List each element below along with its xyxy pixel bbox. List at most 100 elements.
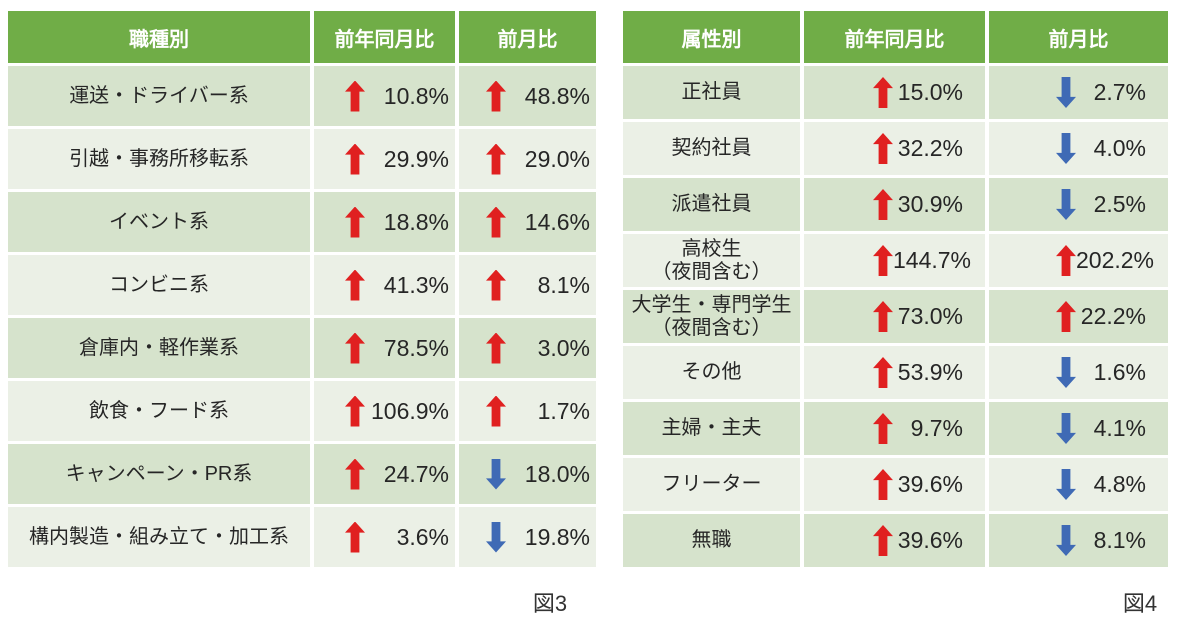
mom-cell: 202.2% — [989, 234, 1168, 287]
down-arrow-icon — [1056, 525, 1076, 556]
job-category-table: 職種別 前年同月比 前月比 運送・ドライバー系 10.8% 48.8% 引越・事… — [4, 8, 600, 570]
yoy-value: 9.7% — [910, 415, 963, 441]
mom-cell: 19.8% — [459, 507, 596, 567]
yoy-cell: 39.6% — [804, 514, 985, 567]
yoy-cell: 3.6% — [314, 507, 455, 567]
yoy-cell: 39.6% — [804, 458, 985, 511]
yoy-value: 29.9% — [383, 145, 449, 172]
up-arrow-icon — [345, 206, 365, 238]
up-arrow-icon — [345, 395, 365, 427]
mom-cell: 8.1% — [989, 514, 1168, 567]
job-category-header: 職種別 — [8, 11, 310, 63]
table-row: 派遣社員 30.9% 2.5% — [623, 178, 1168, 231]
yoy-value: 73.0% — [897, 303, 963, 329]
mom-value: 2.5% — [1093, 191, 1146, 217]
up-arrow-icon — [873, 301, 893, 332]
row-label: フリーター — [623, 458, 800, 511]
table-row: 正社員 15.0% 2.7% — [623, 66, 1168, 119]
yoy-value: 3.6% — [396, 523, 449, 550]
down-arrow-icon — [1056, 357, 1076, 388]
mom-value: 4.0% — [1093, 135, 1146, 161]
table-row: その他 53.9% 1.6% — [623, 346, 1168, 399]
yoy-header: 前年同月比 — [314, 11, 455, 63]
up-arrow-icon — [345, 458, 365, 490]
table-row: 主婦・主夫 9.7% 4.1% — [623, 402, 1168, 455]
yoy-value: 30.9% — [897, 191, 963, 217]
row-label: その他 — [623, 346, 800, 399]
row-label: 大学生・専門学生 （夜間含む） — [623, 290, 800, 343]
yoy-value: 24.7% — [383, 460, 449, 487]
table-row: フリーター 39.6% 4.8% — [623, 458, 1168, 511]
down-arrow-icon — [1056, 133, 1076, 164]
up-arrow-icon — [873, 469, 893, 500]
yoy-value: 39.6% — [897, 527, 963, 553]
row-label: 契約社員 — [623, 122, 800, 175]
yoy-cell: 144.7% — [804, 234, 985, 287]
mom-header: 前月比 — [989, 11, 1168, 63]
yoy-cell: 15.0% — [804, 66, 985, 119]
yoy-cell: 9.7% — [804, 402, 985, 455]
mom-value: 4.1% — [1093, 415, 1146, 441]
up-arrow-icon — [873, 525, 893, 556]
header-row: 属性別 前年同月比 前月比 — [623, 11, 1168, 63]
up-arrow-icon — [345, 521, 365, 553]
yoy-value: 106.9% — [370, 397, 449, 424]
up-arrow-icon — [873, 133, 893, 164]
mom-cell: 1.7% — [459, 381, 596, 441]
down-arrow-icon — [486, 458, 506, 490]
yoy-header: 前年同月比 — [804, 11, 985, 63]
mom-value: 8.1% — [1093, 527, 1146, 553]
mom-value: 22.2% — [1080, 303, 1146, 329]
table-row: 高校生 （夜間含む） 144.7% 202.2% — [623, 234, 1168, 287]
row-label: キャンペーン・PR系 — [8, 444, 310, 504]
row-label: 倉庫内・軽作業系 — [8, 318, 310, 378]
down-arrow-icon — [1056, 77, 1076, 108]
up-arrow-icon — [1056, 245, 1076, 276]
row-label: 飲食・フード系 — [8, 381, 310, 441]
mom-value: 1.6% — [1093, 359, 1146, 385]
mom-cell: 3.0% — [459, 318, 596, 378]
up-arrow-icon — [345, 143, 365, 175]
mom-value: 29.0% — [524, 145, 590, 172]
row-label: 派遣社員 — [623, 178, 800, 231]
yoy-value: 18.8% — [383, 208, 449, 235]
up-arrow-icon — [873, 245, 893, 276]
up-arrow-icon — [486, 206, 506, 238]
attribute-table: 属性別 前年同月比 前月比 正社員 15.0% 2.7% 契約社員 32.2% … — [619, 8, 1172, 570]
table-row: 契約社員 32.2% 4.0% — [623, 122, 1168, 175]
table-row: コンビニ系 41.3% 8.1% — [8, 255, 596, 315]
mom-cell: 29.0% — [459, 129, 596, 189]
table-row: 倉庫内・軽作業系 78.5% 3.0% — [8, 318, 596, 378]
mom-cell: 8.1% — [459, 255, 596, 315]
row-label: イベント系 — [8, 192, 310, 252]
yoy-value: 10.8% — [383, 82, 449, 109]
table-row: キャンペーン・PR系 24.7% 18.0% — [8, 444, 596, 504]
mom-cell: 2.7% — [989, 66, 1168, 119]
mom-value: 18.0% — [524, 460, 590, 487]
mom-value: 8.1% — [537, 271, 590, 298]
row-label: 無職 — [623, 514, 800, 567]
yoy-value: 78.5% — [383, 334, 449, 361]
up-arrow-icon — [1056, 301, 1076, 332]
yoy-cell: 41.3% — [314, 255, 455, 315]
mom-cell: 22.2% — [989, 290, 1168, 343]
yoy-cell: 24.7% — [314, 444, 455, 504]
up-arrow-icon — [486, 80, 506, 112]
yoy-cell: 73.0% — [804, 290, 985, 343]
mom-value: 48.8% — [524, 82, 590, 109]
mom-cell: 2.5% — [989, 178, 1168, 231]
yoy-cell: 18.8% — [314, 192, 455, 252]
up-arrow-icon — [345, 332, 365, 364]
mom-cell: 18.0% — [459, 444, 596, 504]
yoy-cell: 29.9% — [314, 129, 455, 189]
up-arrow-icon — [486, 332, 506, 364]
table-row: 引越・事務所移転系 29.9% 29.0% — [8, 129, 596, 189]
mom-value: 1.7% — [537, 397, 590, 424]
yoy-value: 32.2% — [897, 135, 963, 161]
up-arrow-icon — [873, 357, 893, 388]
row-label: 高校生 （夜間含む） — [623, 234, 800, 287]
yoy-cell: 10.8% — [314, 66, 455, 126]
up-arrow-icon — [486, 395, 506, 427]
down-arrow-icon — [486, 521, 506, 553]
